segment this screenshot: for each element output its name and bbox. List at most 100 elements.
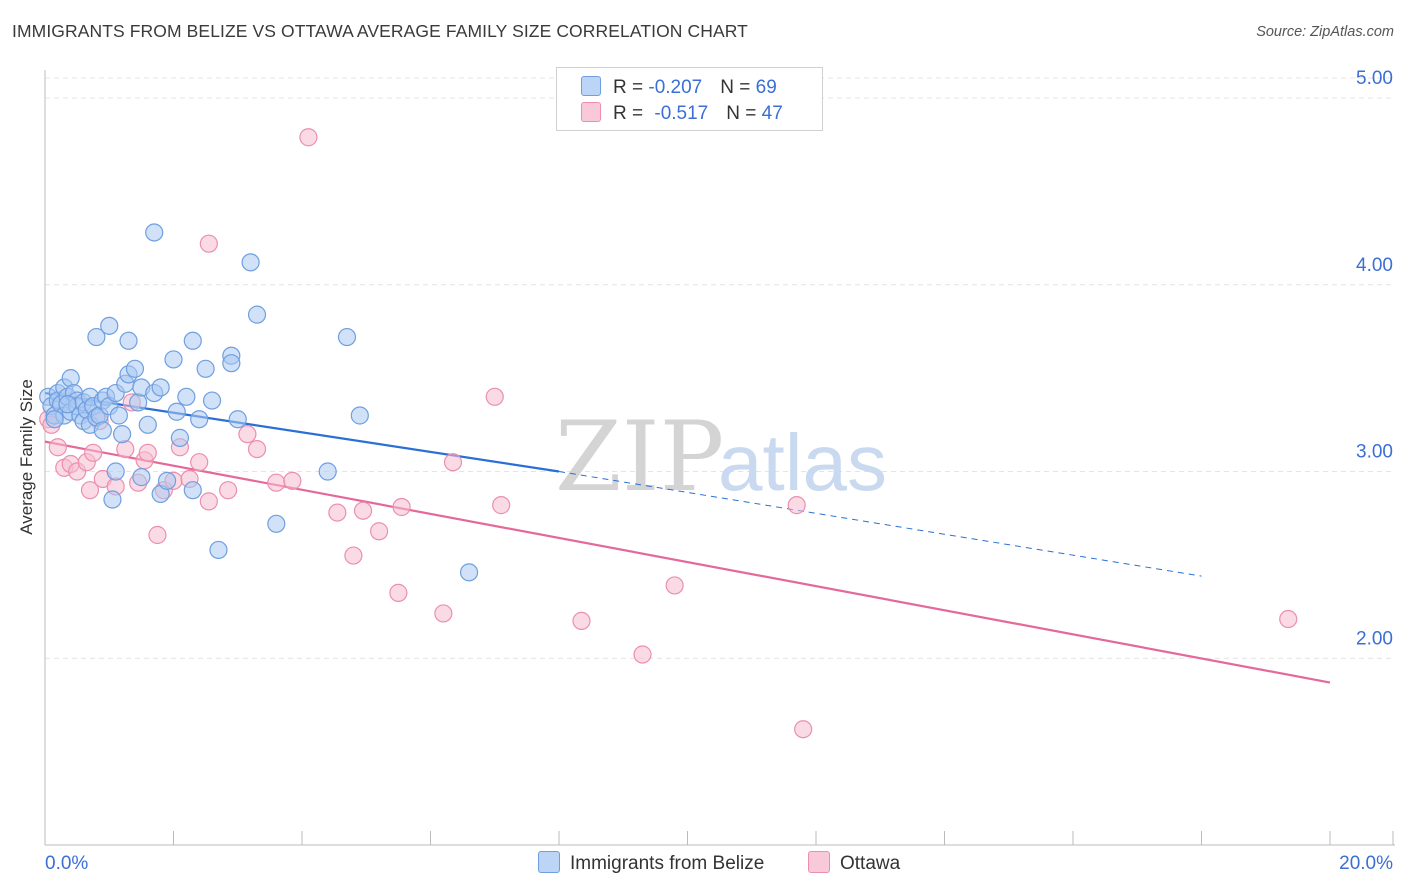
point-ottawa [148,525,167,545]
point-belize [125,359,145,378]
point-belize [106,462,125,481]
point-ottawa [116,439,135,459]
point-ottawa [492,496,511,515]
point-belize [103,490,122,509]
point-ottawa [84,443,103,462]
point-belize [93,421,112,440]
point-ottawa [370,522,389,541]
point-ottawa [633,645,652,664]
legend-row-ottawa: R = -0.517 N = 47 [581,102,783,126]
point-belize [157,471,177,490]
point-belize [209,540,228,560]
point-belize [267,514,286,533]
point-ottawa [787,496,806,515]
point-belize [112,425,132,444]
y-tick-label: 2.00 [1356,628,1393,649]
point-ottawa [572,611,591,631]
point-ottawa [48,438,67,457]
legend-row-belize: R = -0.207 N = 69 [581,76,777,100]
point-belize [87,327,106,347]
point-belize [132,468,151,487]
point-belize [337,327,357,347]
point-ottawa [219,481,238,500]
x-tick-label: 20.0% [1339,853,1393,874]
legend-n-label: N = [720,77,756,98]
watermark-atlas: atlas [718,418,887,507]
point-belize [228,410,247,429]
point-belize [145,223,164,242]
legend-r-label: R = [613,77,649,98]
legend-r-label: R = [613,103,649,124]
point-ottawa [392,497,411,517]
point-belize [170,428,190,447]
point-belize [190,410,209,429]
y-tick-label: 5.00 [1356,68,1393,89]
grid-lines [45,77,1395,659]
point-ottawa [247,439,267,459]
point-ottawa [1279,609,1298,629]
source-label: Source: ZipAtlas.com [1256,24,1394,40]
watermark: ZIP atlas [555,401,887,513]
point-belize [45,410,64,429]
point-belize [177,387,196,406]
data-points [39,128,1298,739]
point-ottawa [443,453,463,472]
point-belize [119,331,138,350]
legend-n-value: 47 [761,103,783,124]
point-ottawa [485,387,504,406]
point-ottawa [665,576,684,595]
point-belize [61,369,80,388]
point-ottawa [267,473,286,492]
point-ottawa [434,604,453,623]
point-ottawa [199,492,218,511]
axes [44,70,1395,846]
legend-swatch-belize [581,76,601,96]
point-belize [109,406,128,425]
point-ottawa [283,471,302,490]
point-belize [138,415,157,434]
point-ottawa [138,443,157,462]
bottom-legend-belize: Immigrants from Belize [538,851,764,875]
point-belize [241,253,260,272]
legend-n-label: N = [726,103,762,124]
point-belize [247,305,267,324]
y-axis-label: Average Family Size [17,379,36,535]
legend-swatch-ottawa [581,102,601,122]
point-belize [129,393,148,412]
point-belize [164,350,183,369]
point-ottawa [238,425,257,444]
correlation-legend: R = -0.207 N = 69 R = -0.517 N = 47 [556,67,823,131]
legend-r-value: -0.207 [648,77,703,98]
bottom-legend-swatch-ottawa [808,851,830,873]
y-tick-label: 3.00 [1356,442,1393,463]
point-ottawa [389,583,408,602]
point-belize [151,378,170,397]
point-ottawa [328,503,347,522]
point-ottawa [190,453,209,472]
point-ottawa [344,546,363,565]
trend-line-belize-extrapolated [558,471,1202,577]
x-tick-label: 0.0% [45,853,88,874]
point-belize [202,391,222,410]
point-belize [58,395,77,414]
point-belize [318,462,337,481]
point-ottawa [80,481,100,500]
point-belize [350,406,369,425]
point-ottawa [199,234,218,253]
point-belize [183,481,202,500]
bottom-legend-swatch-belize [538,851,560,873]
y-tick-labels: 2.00 3.00 4.00 5.00 [1356,68,1393,649]
bottom-legend-label: Ottawa [840,853,901,874]
y-tick-label: 4.00 [1356,255,1393,276]
point-belize [100,316,119,335]
x-tick-labels: 0.0% 20.0% [45,853,1393,874]
point-belize [459,563,479,582]
trend-line-ottawa [44,440,1331,684]
point-belize [167,402,186,421]
bottom-legend-label: Immigrants from Belize [570,853,765,874]
point-belize [183,331,202,350]
point-ottawa [299,128,318,147]
watermark-zip: ZIP [555,401,724,513]
legend-r-value: -0.517 [654,103,709,124]
